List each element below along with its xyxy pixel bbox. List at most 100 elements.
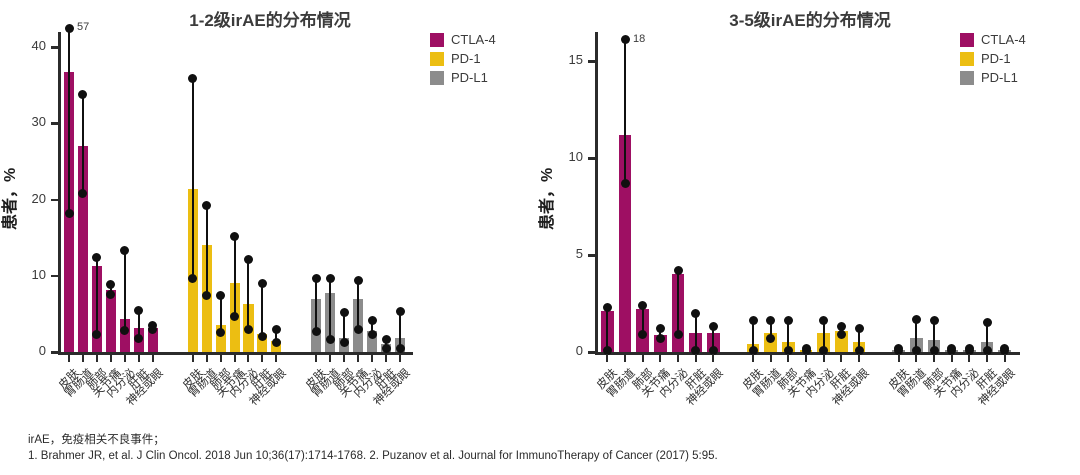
error-bar-lower-dot [188, 273, 198, 283]
legend-item-pd-l1[interactable]: PD-L1 [960, 68, 1026, 87]
bar[interactable] [77, 146, 88, 352]
x-axis-tick [205, 354, 208, 362]
data-value-annotation: 18 [633, 32, 646, 45]
error-bar-line [109, 284, 112, 295]
error-bar-upper-dot [783, 316, 793, 326]
footnote-line-2: 1. Brahmer JR, et al. J Clin Oncol. 2018… [28, 450, 718, 462]
error-bar-lower-dot [766, 333, 776, 343]
y-axis-tick [51, 274, 59, 278]
legend-item-ctla-4[interactable]: CTLA-4 [430, 30, 496, 49]
y-axis-tick-label: 20 [31, 190, 46, 206]
bar[interactable] [105, 290, 116, 352]
x-axis-tick [787, 354, 790, 362]
error-bar-lower-dot [243, 325, 253, 335]
legend-item-pd-l1[interactable]: PD-L1 [430, 68, 496, 87]
error-bar-upper-dot [381, 335, 391, 345]
error-bar-upper-dot [271, 325, 281, 335]
error-bar-upper-dot [708, 322, 718, 332]
error-bar-lower-dot [691, 345, 701, 355]
error-bar-line [191, 78, 194, 279]
error-bar-upper-dot [148, 320, 158, 330]
data-value-annotation: 57 [77, 21, 90, 34]
y-axis-tick [588, 351, 596, 354]
error-bar-line [205, 205, 208, 296]
error-bar-lower-dot [836, 330, 846, 340]
error-bar-upper-dot [64, 23, 74, 33]
error-bar-upper-dot [367, 315, 377, 325]
plot-area-grade35: 0 5 10 15 患者，% 皮肤 胃肠道 肺部 关节痛 内分泌 肝脏 神经或眼 18 皮肤 胃肠道 肺部 关节… [539, 32, 1020, 408]
bar[interactable] [618, 134, 632, 352]
error-bar-upper-dot [766, 316, 776, 326]
error-bar-upper-dot [655, 324, 665, 334]
bar[interactable] [367, 330, 378, 352]
error-bar-line [343, 312, 346, 343]
error-bar-line [81, 94, 84, 194]
x-axis-tick [986, 354, 989, 362]
error-bar-line [219, 295, 222, 333]
bar[interactable] [119, 319, 130, 352]
x-axis-tick [109, 354, 112, 362]
error-bar-line [624, 39, 627, 184]
legend-item-pd-1[interactable]: PD-1 [430, 49, 496, 68]
error-bar-upper-dot [257, 278, 267, 288]
chart-title-grade12: 1-2级irAE的分布情况 [189, 11, 351, 30]
error-bar-lower-dot [395, 343, 405, 353]
error-bar-upper-dot [673, 266, 683, 276]
legend-item-ctla-4[interactable]: CTLA-4 [960, 30, 1026, 49]
error-bar-lower-dot [1000, 345, 1010, 355]
error-bar-lower-dot [911, 345, 921, 355]
bar[interactable] [147, 327, 158, 352]
error-bar-line [752, 320, 755, 351]
error-bar-line [677, 270, 680, 335]
error-bar-lower-dot [106, 289, 116, 299]
y-axis-tick-label: 10 [31, 266, 46, 282]
legend-grade35: CTLA-4 PD-1 PD-L1 [960, 30, 1026, 87]
x-axis-tick [712, 354, 715, 362]
x-axis-tick [261, 354, 264, 362]
error-bar-lower-dot [216, 328, 226, 338]
x-axis-tick [805, 354, 808, 362]
error-bar-upper-dot [836, 322, 846, 332]
error-bar-line [247, 259, 250, 330]
error-bar-lower-dot [339, 337, 349, 347]
x-axis-tick [840, 354, 843, 362]
x-axis-tick [329, 354, 332, 362]
error-bar-lower-dot [894, 345, 904, 355]
error-bar-lower-dot [819, 345, 829, 355]
error-bar-lower-dot [367, 329, 377, 339]
error-bar-lower-dot [381, 343, 391, 353]
error-bar-upper-dot [819, 316, 829, 326]
x-axis-tick [191, 354, 194, 362]
error-bar-line [261, 283, 264, 337]
error-bar-lower-dot [783, 345, 793, 355]
error-bar-line [933, 320, 936, 351]
error-bar-upper-dot [854, 324, 864, 334]
x-axis-tick [95, 354, 98, 362]
x-axis-tick [1003, 354, 1006, 362]
y-axis-tick [51, 46, 59, 49]
error-bar-lower-dot [64, 208, 74, 218]
y-axis-tick [588, 254, 596, 257]
bar[interactable] [215, 325, 226, 352]
legend-item-label: PD-1 [981, 50, 1011, 66]
error-bar-upper-dot [748, 316, 758, 326]
legend-swatch-icon [430, 51, 444, 66]
legend-swatch-icon [960, 51, 974, 66]
error-bar-lower-dot [673, 330, 683, 340]
x-axis-tick [247, 354, 250, 362]
legend-item-pd-1[interactable]: PD-1 [960, 49, 1026, 68]
error-bar-upper-dot [620, 35, 630, 45]
x-axis-tick [343, 354, 346, 362]
bar[interactable] [257, 334, 268, 352]
error-bar-upper-dot [120, 246, 130, 256]
error-bar-upper-dot [216, 291, 226, 301]
error-bar-line [137, 310, 140, 339]
error-bar-lower-dot [325, 335, 335, 345]
plot-area-grade12: 0 10 20 30 40 患者，% 皮肤 胃肠道 肺部 关节痛 内分泌 肝脏 神经或眼 57 皮肤 胃肠道肺… [2, 21, 413, 408]
x-axis-tick [659, 354, 662, 362]
x-axis-tick [641, 354, 644, 362]
error-bar-line [371, 320, 374, 335]
error-bar-lower-dot [964, 345, 974, 355]
x-axis-tick [399, 354, 402, 362]
